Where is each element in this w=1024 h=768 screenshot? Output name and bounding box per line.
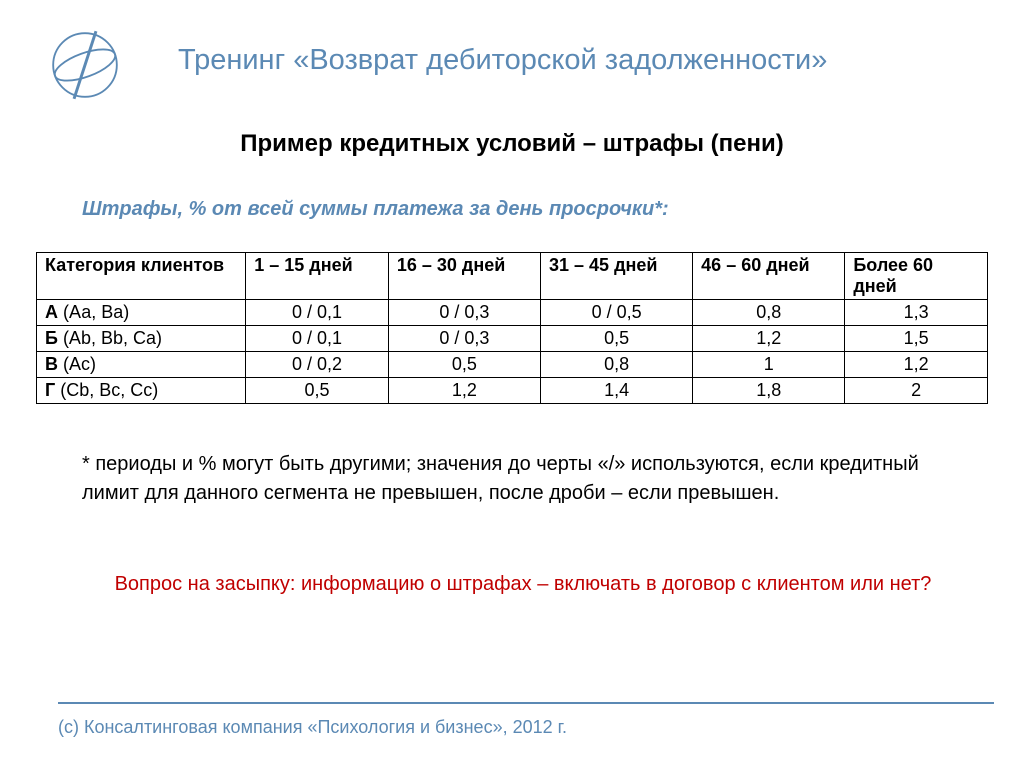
value-cell: 1,2 [388,378,540,404]
value-cell: 1,4 [541,378,693,404]
table-body: А (Аа, Ва)0 / 0,10 / 0,30 / 0,50,81,3Б (… [37,300,988,404]
value-cell: 0,5 [541,326,693,352]
table-column-header: 16 – 30 дней [388,253,540,300]
value-cell: 0 / 0,3 [388,300,540,326]
footer-divider [58,702,994,704]
value-cell: 0,8 [541,352,693,378]
footnote-text: * периоды и % могут быть другими; значен… [82,450,964,508]
category-cell: А (Аа, Ва) [37,300,246,326]
value-cell: 0 / 0,1 [246,326,389,352]
table-column-header: 1 – 15 дней [246,253,389,300]
table-head: Категория клиентов1 – 15 дней16 – 30 дне… [37,253,988,300]
table-column-header: Категория клиентов [37,253,246,300]
table-row: Б (Аb, Bb, Ca)0 / 0,10 / 0,30,51,21,5 [37,326,988,352]
table-row: В (Ас)0 / 0,20,50,811,2 [37,352,988,378]
page-title: Тренинг «Возврат дебиторской задолженнос… [178,44,994,77]
value-cell: 1,3 [845,300,988,326]
table-column-header: 46 – 60 дней [693,253,845,300]
table-row: А (Аа, Ва)0 / 0,10 / 0,30 / 0,50,81,3 [37,300,988,326]
value-cell: 0 / 0,5 [541,300,693,326]
value-cell: 0,5 [246,378,389,404]
value-cell: 1,5 [845,326,988,352]
value-cell: 2 [845,378,988,404]
table-column-header: Более 60 дней [845,253,988,300]
value-cell: 0 / 0,1 [246,300,389,326]
value-cell: 0 / 0,2 [246,352,389,378]
value-cell: 0 / 0,3 [388,326,540,352]
value-cell: 1 [693,352,845,378]
value-cell: 0,8 [693,300,845,326]
copyright-text: (с) Консалтинговая компания «Психология … [58,717,567,738]
question-text: Вопрос на засыпку: информацию о штрафах … [82,570,964,598]
table-column-header: 31 – 45 дней [541,253,693,300]
brand-logo-icon [48,28,122,102]
value-cell: 1,8 [693,378,845,404]
penalty-table: Категория клиентов1 – 15 дней16 – 30 дне… [36,252,988,404]
value-cell: 1,2 [693,326,845,352]
table-row: Г (Cb, Bc, Cc)0,51,21,41,82 [37,378,988,404]
value-cell: 1,2 [845,352,988,378]
page-subtitle: Пример кредитных условий – штрафы (пени) [0,130,1024,158]
value-cell: 0,5 [388,352,540,378]
category-cell: Б (Аb, Bb, Ca) [37,326,246,352]
category-cell: Г (Cb, Bc, Cc) [37,378,246,404]
table-caption: Штрафы, % от всей суммы платежа за день … [82,198,669,221]
category-cell: В (Ас) [37,352,246,378]
